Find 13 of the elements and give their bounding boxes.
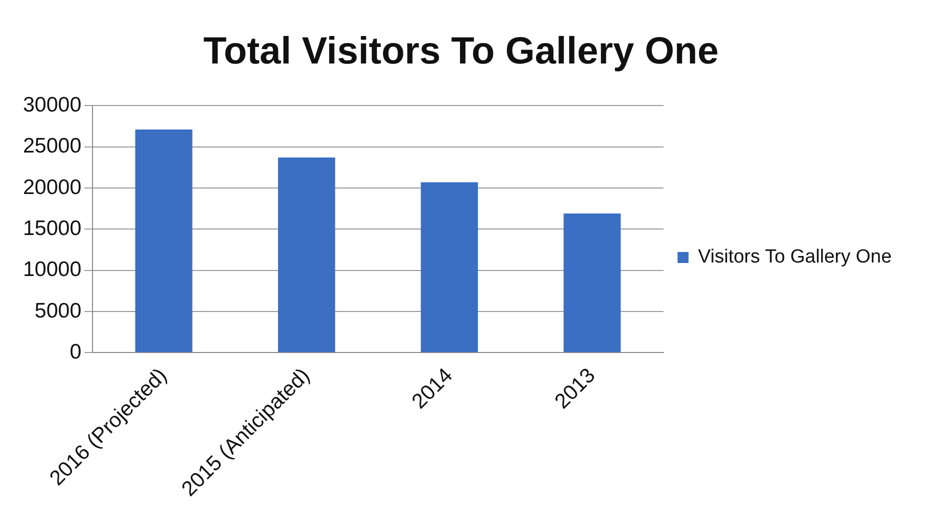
bar	[420, 182, 478, 352]
bar	[564, 213, 621, 352]
y-tick-label: 5000	[34, 299, 82, 322]
y-tick-label: 20000	[22, 176, 82, 199]
y-tick-label: 30000	[22, 93, 82, 116]
chart-title: Total Visitors To Gallery One	[203, 30, 719, 72]
bar	[278, 157, 336, 352]
bar	[135, 129, 192, 352]
y-tick-label: 10000	[22, 258, 82, 282]
y-tick-label: 25000	[22, 134, 82, 158]
legend-label: Visitors To Gallery One	[698, 246, 892, 268]
y-tick-label: 15000	[22, 216, 82, 240]
y-tick-label: 0	[70, 340, 82, 364]
